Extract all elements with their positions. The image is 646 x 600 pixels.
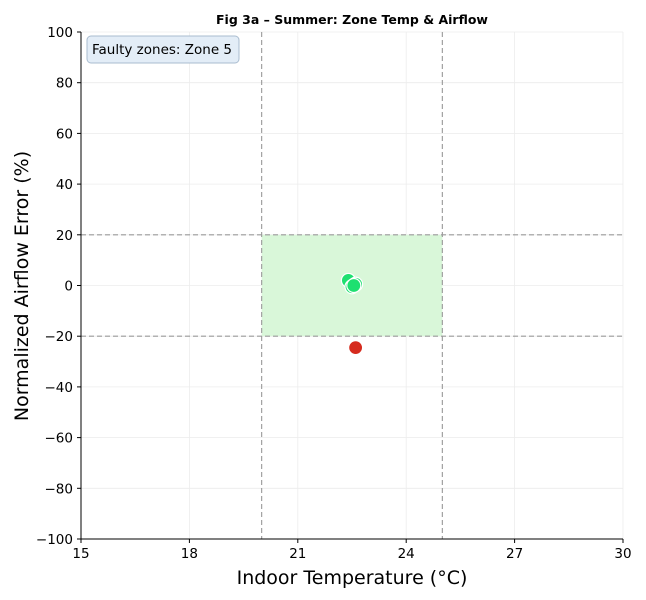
chart-title: Fig 3a – Summer: Zone Temp & Airflow — [216, 12, 488, 27]
data-point-4-faulty — [348, 340, 364, 356]
x-tick-label-5: 30 — [614, 546, 631, 562]
y-tick-label-3: −40 — [45, 380, 74, 396]
x-tick-label-0: 15 — [72, 546, 89, 562]
y-tick-label-6: 20 — [56, 228, 73, 244]
plot-area: 15 18 21 24 27 30 −100 −80 −60 −40 −20 0 20 40 60 80 100 — [36, 25, 632, 562]
y-axis-label: Normalized Airflow Error (%) — [11, 151, 33, 421]
y-tick-label-10: 100 — [47, 25, 73, 41]
y-tick-label-5: 0 — [64, 279, 73, 295]
x-tick-label-3: 24 — [398, 546, 415, 562]
x-axis-label: Indoor Temperature (°C) — [237, 567, 468, 589]
y-tick-label-1: −80 — [45, 481, 74, 497]
y-tick-label-0: −100 — [36, 532, 73, 548]
annotation-text: Faulty zones: Zone 5 — [92, 42, 232, 58]
x-tick-label-2: 21 — [289, 546, 306, 562]
y-tick-label-8: 60 — [56, 126, 73, 142]
x-tick-label-1: 18 — [181, 546, 198, 562]
annotation-box-frame — [86, 35, 240, 64]
y-tick-label-4: −20 — [45, 329, 74, 345]
x-tick-label-4: 27 — [506, 546, 523, 562]
y-tick-label-2: −60 — [45, 431, 74, 447]
y-tick-label-9: 80 — [56, 76, 73, 92]
annotation-box: Faulty zones: Zone 5 — [86, 35, 240, 64]
y-tick-label-7: 40 — [56, 177, 73, 193]
data-point-3-normal — [346, 277, 362, 294]
